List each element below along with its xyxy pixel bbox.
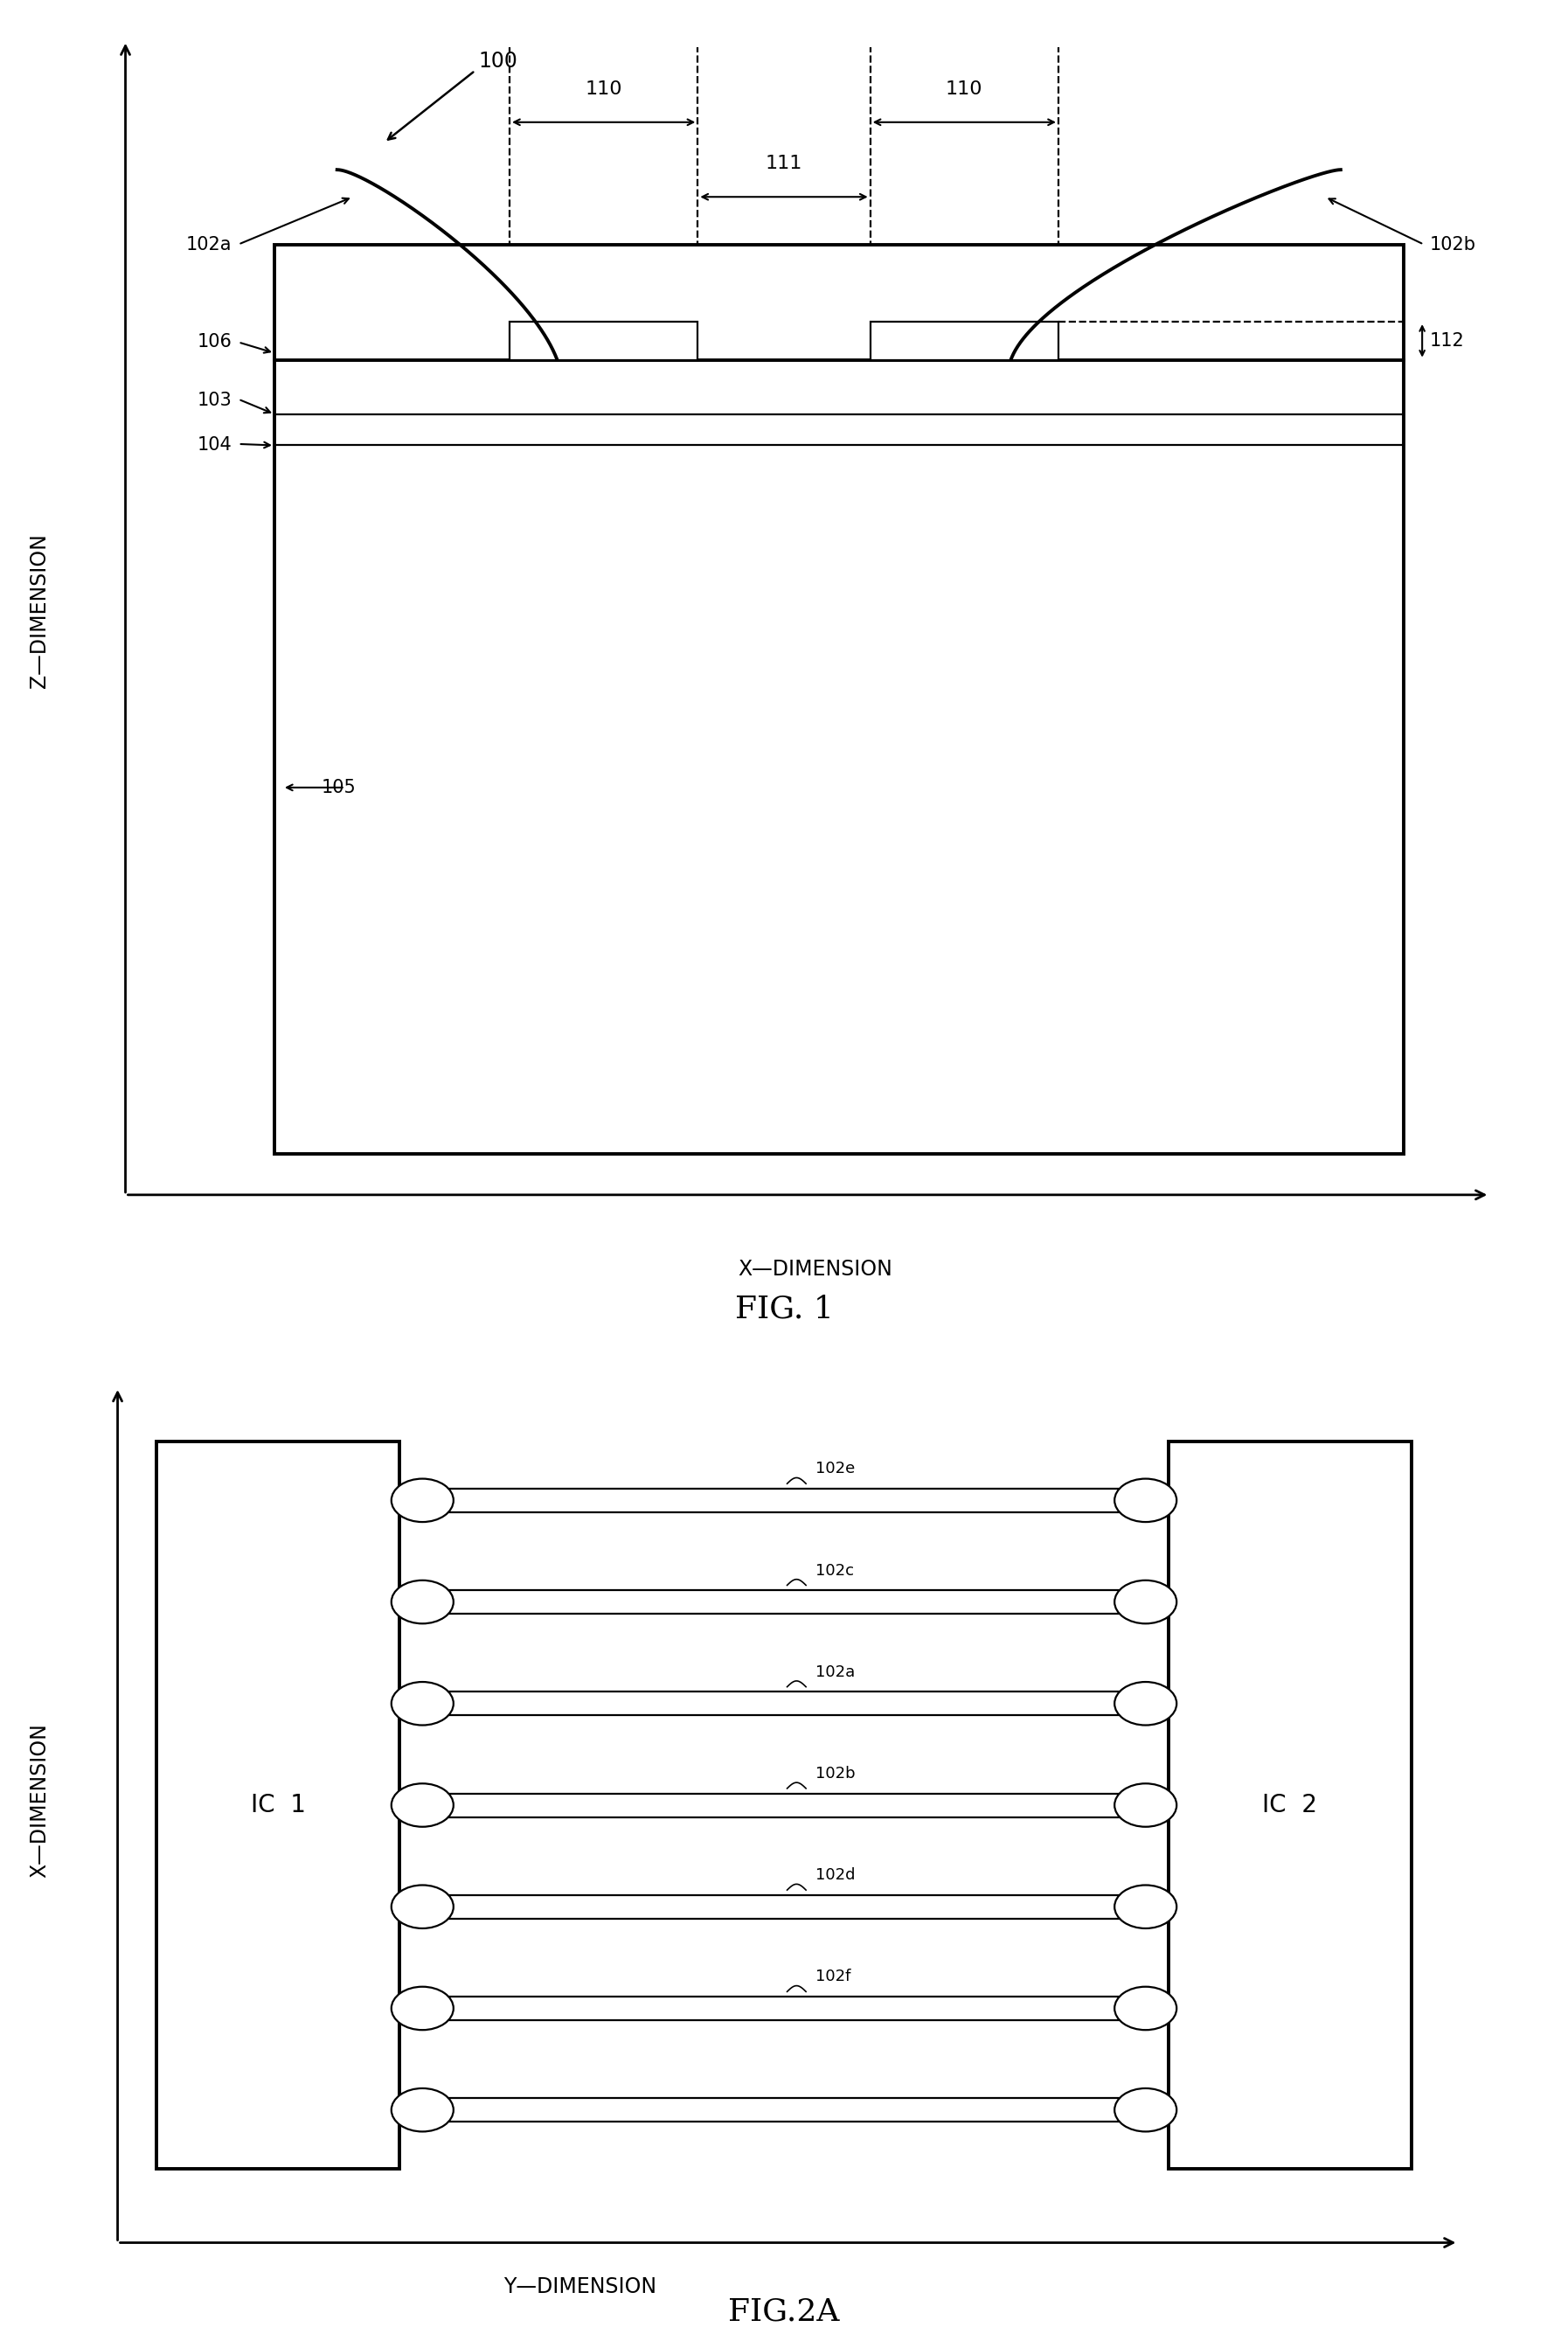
Ellipse shape (1115, 1988, 1176, 2030)
Text: 103: 103 (198, 391, 232, 410)
Text: X—DIMENSION: X—DIMENSION (28, 1723, 50, 1877)
Text: Z—DIMENSION: Z—DIMENSION (28, 534, 50, 688)
Text: 106: 106 (198, 332, 232, 351)
Text: FIG. 1: FIG. 1 (735, 1295, 833, 1325)
Bar (157, 1442, 400, 2168)
Text: 110: 110 (946, 80, 983, 98)
Text: 102c: 102c (815, 1561, 855, 1578)
Ellipse shape (392, 1480, 453, 1522)
Text: 105: 105 (321, 780, 356, 796)
Ellipse shape (1115, 1580, 1176, 1625)
Ellipse shape (1115, 1885, 1176, 1929)
Text: 102d: 102d (815, 1868, 855, 1882)
Ellipse shape (392, 1784, 453, 1826)
Bar (1168, 1442, 1411, 2168)
Ellipse shape (392, 1988, 453, 2030)
Text: X—DIMENSION: X—DIMENSION (739, 1259, 892, 1281)
Text: 111: 111 (765, 155, 803, 173)
Bar (274, 243, 1403, 1154)
Text: 102e: 102e (815, 1461, 855, 1477)
Text: 100: 100 (478, 52, 517, 73)
Text: Y—DIMENSION: Y—DIMENSION (503, 2275, 657, 2297)
Text: 102a: 102a (187, 236, 232, 253)
Bar (870, 321, 1058, 361)
Ellipse shape (392, 1681, 453, 1725)
Text: 102b: 102b (1430, 236, 1477, 253)
Ellipse shape (392, 1885, 453, 1929)
Bar (510, 321, 698, 361)
Text: 102a: 102a (815, 1664, 855, 1681)
Ellipse shape (392, 2088, 453, 2133)
Text: 112: 112 (1430, 332, 1465, 349)
Text: 102b: 102b (815, 1765, 855, 1782)
Text: 102f: 102f (815, 1969, 851, 1985)
Ellipse shape (1115, 2088, 1176, 2133)
Text: 104: 104 (198, 438, 232, 454)
Text: FIG.2A: FIG.2A (728, 2297, 840, 2327)
Ellipse shape (392, 1580, 453, 1625)
Text: 110: 110 (585, 80, 622, 98)
Ellipse shape (1115, 1681, 1176, 1725)
Text: IC  1: IC 1 (251, 1793, 306, 1817)
Ellipse shape (1115, 1480, 1176, 1522)
Text: IC  2: IC 2 (1262, 1793, 1317, 1817)
Ellipse shape (1115, 1784, 1176, 1826)
